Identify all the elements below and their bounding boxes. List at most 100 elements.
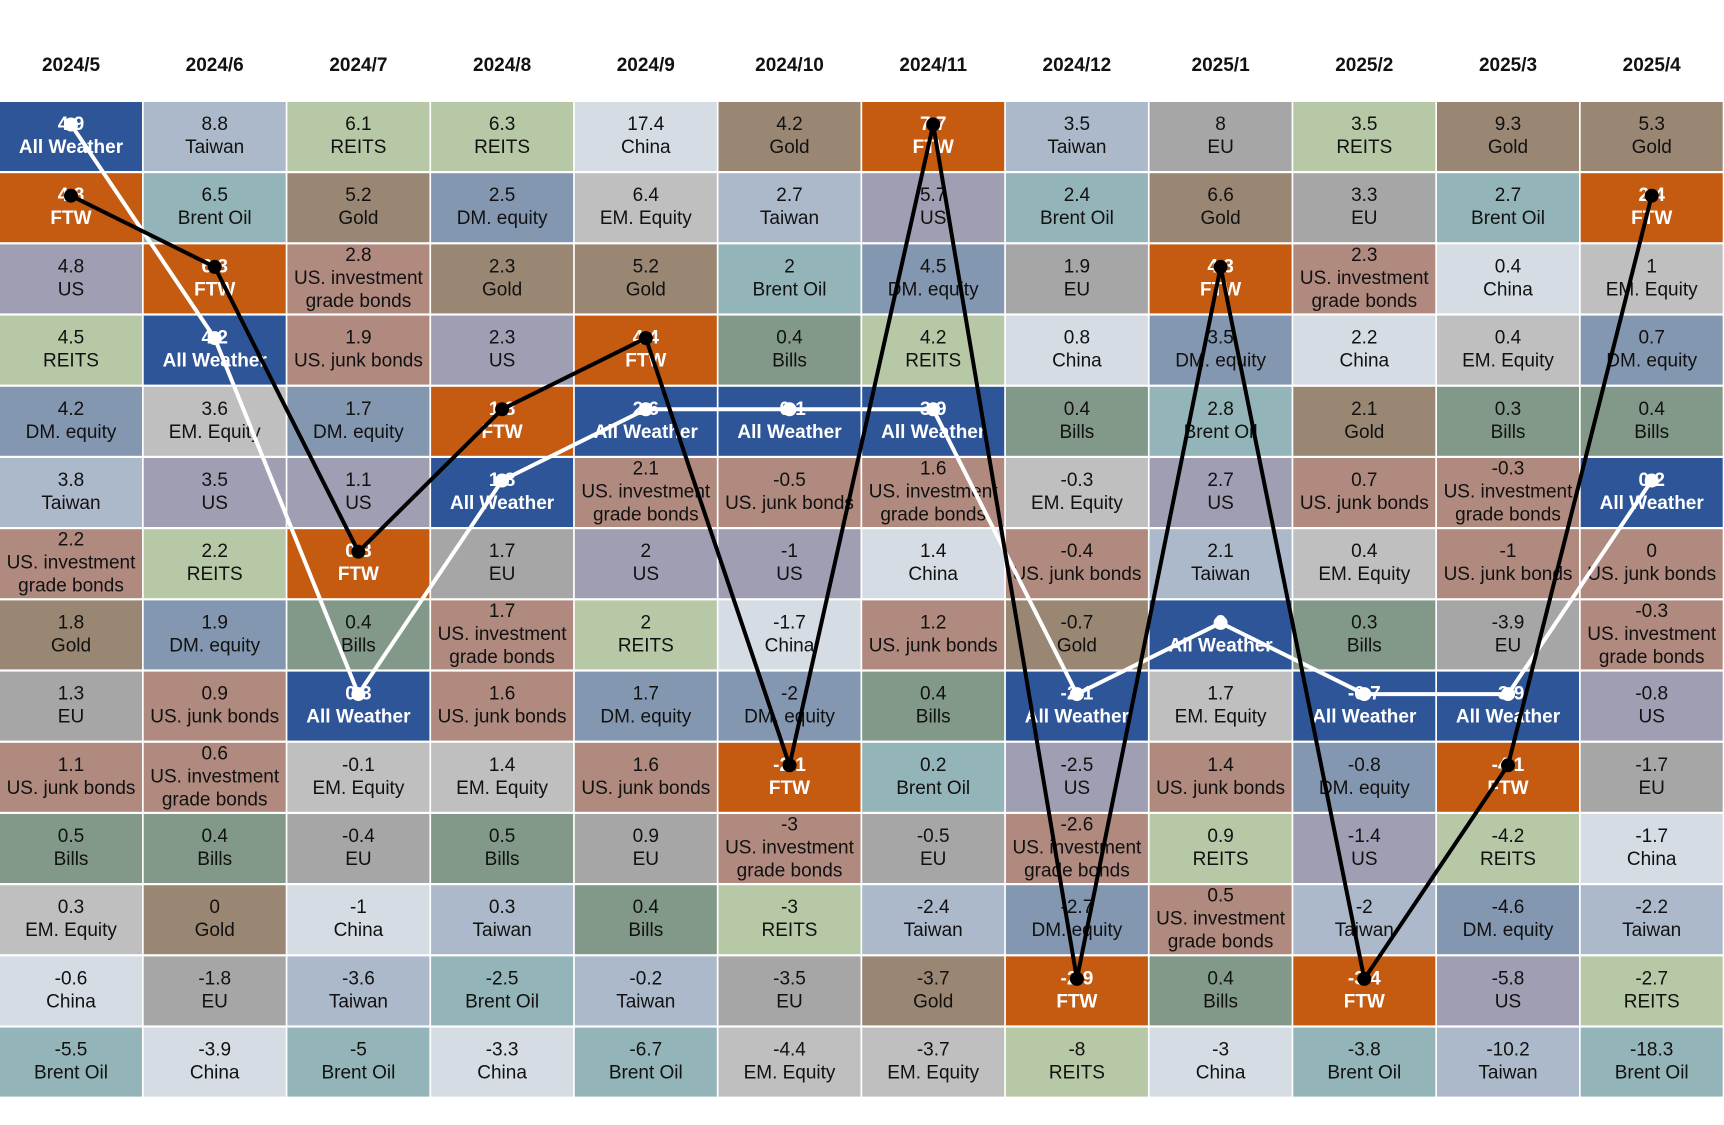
cell-background (287, 814, 430, 883)
cell-value: 1.6 (489, 684, 515, 705)
cell-value: -1.7 (773, 612, 806, 633)
cell-asset-label: US. investment (1444, 482, 1574, 503)
cell-background (718, 814, 861, 883)
cell-asset-label: Gold (1201, 208, 1241, 229)
cell-background (431, 814, 574, 883)
cell-asset-label: US. investment (1012, 838, 1142, 859)
cell-2024-6-us-junk-bonds: 0.9US. junk bonds (143, 671, 286, 741)
cell-asset-label: REITS (762, 920, 818, 941)
cell-value: -5.8 (1492, 968, 1525, 989)
cell-2024-9-ftw: 4.4FTW (574, 315, 717, 385)
cell-value: 5.2 (633, 256, 659, 277)
cell-asset-label: REITS (1193, 849, 1249, 870)
column-header-2024-12: 2024/12 (1043, 55, 1112, 76)
cell-value: 1.4 (489, 755, 516, 776)
cell-value: 4.5 (58, 328, 84, 349)
cell-background (0, 742, 142, 812)
cell-background (862, 173, 1005, 243)
cell-background (1149, 742, 1292, 812)
cell-background (1437, 1027, 1579, 1097)
cell-2025-4-em-equity: 1EM. Equity (1580, 244, 1723, 314)
cell-value: 0.3 (58, 897, 84, 918)
cell-asset-label: China (334, 920, 384, 941)
series-point-ftw-2024-9 (638, 331, 653, 346)
cell-2025-3-us-junk-bonds: -1US. junk bonds (1437, 529, 1579, 599)
cell-value: -3 (781, 815, 798, 836)
cell-asset-label: Brent Oil (1040, 208, 1114, 229)
cell-background (1580, 173, 1723, 243)
cell-asset-label: Bills (54, 849, 89, 870)
cell-background (718, 244, 861, 314)
cell-background (862, 742, 1005, 812)
cell-value: -2.5 (1061, 755, 1094, 776)
cell-2024-11-dm-equity: 4.5DM. equity (862, 244, 1005, 314)
cell-asset-label: EM. Equity (600, 208, 692, 229)
cell-value: -2.4 (917, 897, 950, 918)
cell-value: 1.1 (58, 755, 84, 776)
cell-2024-7-us: 1.1US (287, 458, 430, 527)
cell-value: -1 (781, 541, 798, 562)
cell-value: 0.9 (201, 684, 227, 705)
cell-background (718, 315, 861, 385)
cell-background (1005, 458, 1148, 527)
series-point-all-weather-2025-1 (1213, 615, 1228, 630)
cell-asset-label: China (1196, 1063, 1246, 1084)
cell-background (718, 386, 861, 456)
cell-background (1580, 814, 1723, 883)
cell-value: 1.7 (489, 601, 515, 622)
cell-asset-label: EM. Equity (1606, 279, 1698, 300)
cell-asset-label: REITS (330, 137, 386, 158)
cell-value: 4.2 (920, 328, 946, 349)
cell-2025-3-em-equity: 0.4EM. Equity (1437, 315, 1579, 385)
cell-2024-8-ftw: 1.8FTW (431, 386, 574, 456)
cell-background (143, 742, 286, 812)
cell-background (0, 885, 142, 955)
cell-background (1437, 386, 1579, 456)
cell-background (1580, 315, 1723, 385)
cell-asset-label: Taiwan (760, 208, 819, 229)
cell-value: -0.3 (1635, 601, 1668, 622)
cell-asset-label: Bills (1059, 422, 1094, 443)
cell-background (287, 1027, 430, 1097)
cell-asset-label: All Weather (1600, 493, 1705, 514)
cell-value: 6.3 (489, 114, 515, 135)
cell-value: 0.4 (345, 612, 372, 633)
series-point-ftw-2025-3 (1501, 758, 1515, 773)
cell-2024-10-eu: -3.5EU (718, 956, 861, 1026)
cell-2025-4-all-weather: 0.2All Weather (1580, 458, 1723, 527)
cell-value: 8 (1215, 114, 1226, 135)
cell-value: 2.3 (489, 328, 515, 349)
cell-asset-label: US (633, 564, 659, 585)
series-point-all-weather-2024-9 (638, 402, 653, 417)
cell-background (1005, 102, 1148, 171)
cell-asset-label: US. investment (150, 766, 280, 787)
cell-value: -3 (781, 897, 798, 918)
cell-background (0, 1027, 142, 1097)
cell-background (287, 386, 430, 456)
cell-asset-label: US (1351, 849, 1377, 870)
cell-background (862, 1027, 1005, 1097)
cell-asset-label: China (1627, 849, 1677, 870)
cell-background (1580, 956, 1723, 1026)
cell-asset-label: Bills (1347, 635, 1382, 656)
cell-value: 4.8 (58, 256, 84, 277)
cell-asset-label: FTW (1631, 208, 1672, 229)
cell-asset-label: Taiwan (904, 920, 963, 941)
cell-asset-label: DM. equity (26, 422, 117, 443)
cell-asset-label: DM. equity (1175, 351, 1266, 372)
cell-asset-label: US. investment (581, 482, 711, 503)
cell-background (431, 315, 574, 385)
cell-asset-label: EM. Equity (169, 422, 261, 443)
cell-value: 0.2 (920, 755, 946, 776)
cell-background (574, 1027, 717, 1097)
cell-value: -1.7 (1635, 826, 1668, 847)
